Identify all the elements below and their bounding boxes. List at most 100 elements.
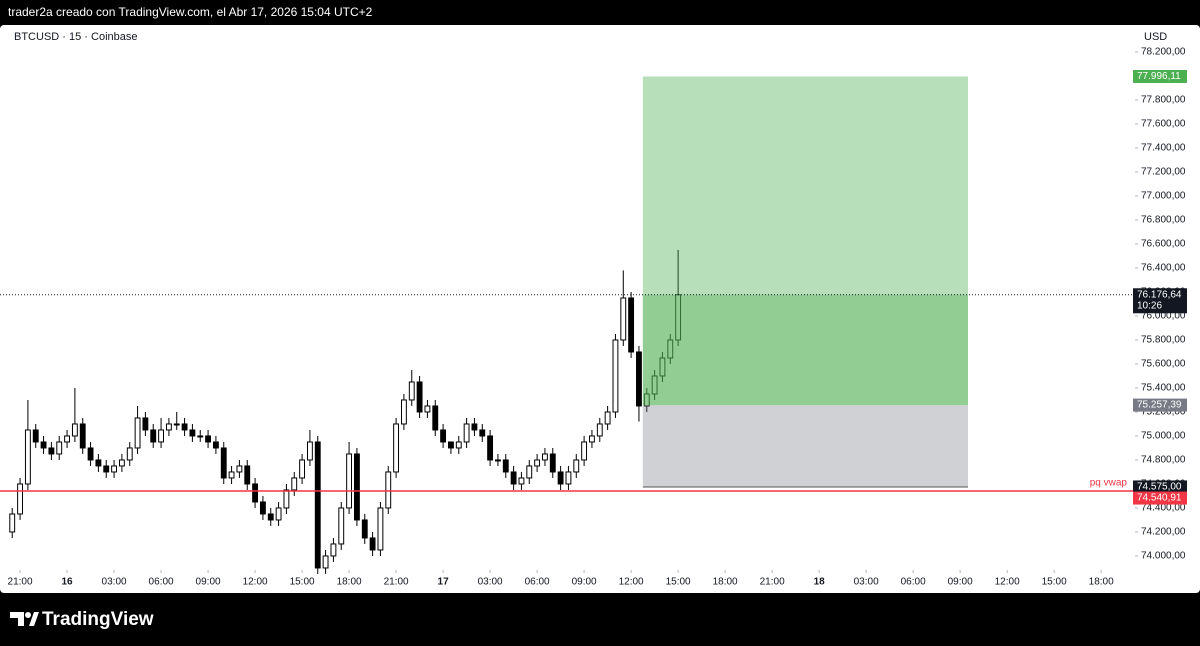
candle-body bbox=[267, 513, 274, 521]
logo-icon bbox=[10, 612, 39, 626]
x-tick-label: 06:00 bbox=[901, 577, 926, 588]
candle-body bbox=[487, 435, 494, 461]
candle-body bbox=[228, 471, 235, 479]
x-tick-label: 15:00 bbox=[666, 577, 691, 588]
candle-body bbox=[408, 381, 415, 401]
candle-body bbox=[220, 447, 227, 479]
candle-body bbox=[534, 459, 541, 467]
logo-mark bbox=[10, 612, 24, 626]
x-tick-label: 15:00 bbox=[1042, 577, 1067, 588]
y-tick-label: 75.800,00 bbox=[1141, 335, 1186, 346]
candle-body bbox=[40, 441, 47, 449]
candle-body bbox=[64, 435, 70, 443]
x-tick-label: 21:00 bbox=[760, 577, 785, 588]
candle-body bbox=[322, 555, 329, 569]
candle-body bbox=[150, 429, 157, 443]
y-tick-label: 77.400,00 bbox=[1141, 143, 1186, 154]
profit-zone bbox=[642, 76, 968, 406]
x-tick-label: 09:00 bbox=[948, 577, 973, 588]
entry-tag-bg bbox=[1133, 398, 1187, 412]
currency-label: USD bbox=[1144, 31, 1167, 43]
x-tick-label: 17 bbox=[438, 577, 450, 588]
candle-body bbox=[142, 417, 149, 431]
candle-body bbox=[259, 501, 266, 515]
x-tick-label: 06:00 bbox=[149, 577, 174, 588]
y-tick-label: 77.200,00 bbox=[1141, 167, 1186, 178]
candle-body bbox=[353, 453, 360, 521]
candle-body bbox=[432, 405, 439, 431]
last-price-tag-bg bbox=[1133, 288, 1187, 314]
hline-tag: 74.540,91 bbox=[1137, 493, 1182, 504]
candle-body bbox=[565, 471, 572, 485]
candle-body bbox=[424, 405, 431, 413]
candle-body bbox=[32, 429, 39, 443]
candle-body bbox=[48, 447, 55, 455]
y-tick-label: 76.400,00 bbox=[1141, 263, 1186, 274]
candle-body bbox=[24, 429, 31, 485]
candle-body bbox=[549, 453, 556, 473]
candle-body bbox=[416, 381, 423, 413]
y-tick-label: 74.800,00 bbox=[1141, 455, 1186, 466]
candle-body bbox=[346, 453, 353, 509]
candle-body bbox=[9, 513, 16, 533]
candle-body bbox=[205, 435, 212, 443]
x-tick-label: 12:00 bbox=[243, 577, 268, 588]
candle-body bbox=[79, 423, 86, 449]
candle-body bbox=[440, 429, 447, 443]
hline-name: pq vwap bbox=[1090, 478, 1128, 489]
candle-body bbox=[377, 507, 384, 551]
countdown: 10:26 bbox=[1137, 300, 1162, 311]
x-tick-label: 21:00 bbox=[384, 577, 409, 588]
candle-body bbox=[393, 423, 400, 473]
candle-body bbox=[471, 423, 478, 431]
candle-body bbox=[636, 351, 642, 407]
candle-body bbox=[95, 459, 102, 467]
candle-body bbox=[189, 429, 196, 437]
candle-body bbox=[71, 423, 78, 437]
logo-slash bbox=[29, 612, 39, 626]
candle-body bbox=[385, 471, 392, 509]
chart-title: BTCUSD · 15 · Coinbase bbox=[14, 31, 138, 43]
candle-body bbox=[651, 375, 658, 395]
candle-body bbox=[659, 357, 666, 377]
x-tick-label: 21:00 bbox=[8, 577, 33, 588]
y-tick-label: 75.600,00 bbox=[1141, 359, 1186, 370]
candle-body bbox=[643, 393, 650, 407]
y-tick-label: 75.000,00 bbox=[1141, 431, 1186, 442]
y-tick-label: 78.200,00 bbox=[1141, 47, 1186, 58]
candle-body bbox=[455, 441, 462, 449]
x-tick-label: 15:00 bbox=[290, 577, 315, 588]
header-text: trader2a creado con TradingView.com, el … bbox=[8, 5, 373, 19]
y-tick-label: 76.000,00 bbox=[1141, 311, 1186, 322]
x-tick-label: 06:00 bbox=[525, 577, 550, 588]
candle-body bbox=[510, 471, 517, 485]
candle-body bbox=[557, 471, 564, 485]
y-tick-label: 77.800,00 bbox=[1141, 95, 1186, 106]
candle-body bbox=[236, 465, 243, 473]
candle-body bbox=[596, 423, 603, 437]
x-tick-label: 03:00 bbox=[102, 577, 127, 588]
loss-zone bbox=[642, 405, 968, 487]
candle-body bbox=[314, 441, 321, 569]
candle-body bbox=[338, 507, 345, 545]
y-tick-label: 75.200,00 bbox=[1141, 407, 1186, 418]
chart-panel bbox=[0, 25, 1200, 593]
y-tick-label: 76.800,00 bbox=[1141, 215, 1186, 226]
y-tick-label: 75.400,00 bbox=[1141, 383, 1186, 394]
candle-body bbox=[589, 435, 595, 443]
candle-body bbox=[181, 423, 188, 431]
entry-tag: 75.257,39 bbox=[1137, 400, 1182, 411]
candle-body bbox=[306, 441, 313, 461]
candle-body bbox=[495, 459, 501, 462]
candle-body bbox=[17, 483, 23, 515]
candle-body bbox=[542, 453, 548, 461]
open-profit-zone bbox=[642, 294, 968, 406]
candle-body bbox=[212, 441, 219, 449]
x-tick-label: 03:00 bbox=[854, 577, 879, 588]
y-tick-label: 74.000,00 bbox=[1141, 551, 1186, 562]
candle-body bbox=[369, 537, 376, 551]
candle-body bbox=[518, 477, 525, 485]
candle-body bbox=[283, 489, 290, 509]
